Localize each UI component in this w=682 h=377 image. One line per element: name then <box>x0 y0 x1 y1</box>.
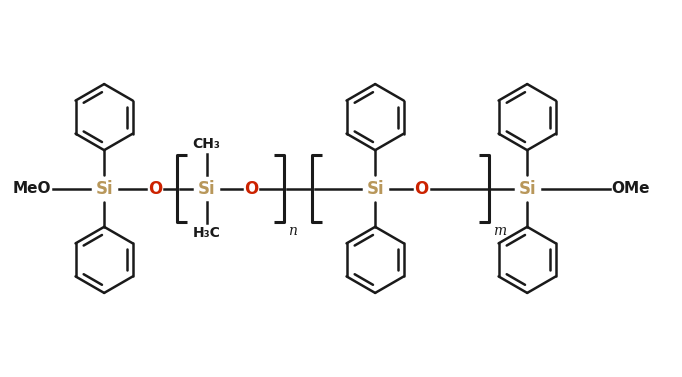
Text: Si: Si <box>518 179 536 198</box>
Text: n: n <box>288 224 297 238</box>
Text: m: m <box>493 224 506 238</box>
Text: MeO: MeO <box>13 181 51 196</box>
Text: Si: Si <box>198 179 216 198</box>
Text: H₃C: H₃C <box>193 225 220 239</box>
Text: Si: Si <box>366 179 384 198</box>
Text: Si: Si <box>95 179 113 198</box>
Text: O: O <box>148 179 162 198</box>
Text: CH₃: CH₃ <box>193 138 220 152</box>
Text: O: O <box>243 179 258 198</box>
Text: OMe: OMe <box>611 181 650 196</box>
Text: O: O <box>414 179 428 198</box>
